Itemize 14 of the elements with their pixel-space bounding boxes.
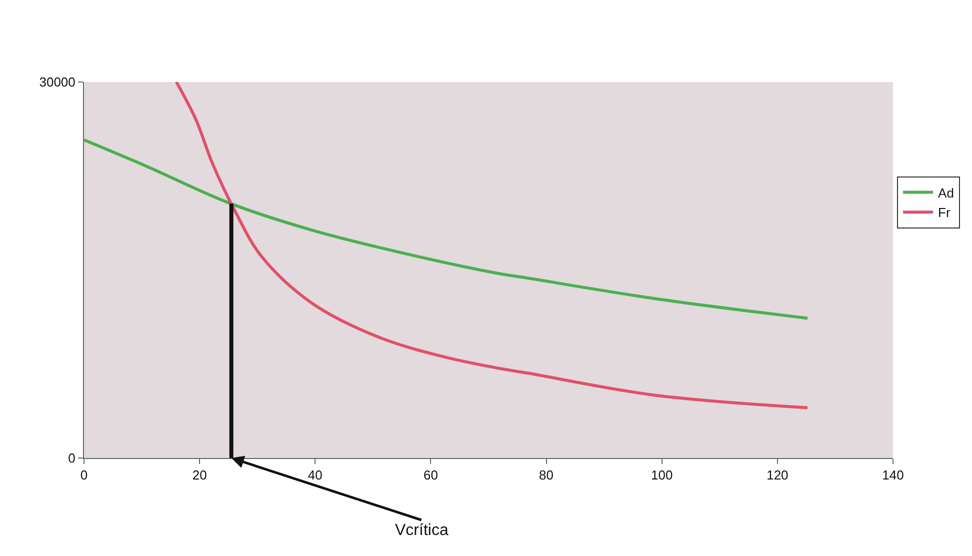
x-tick-label: 140 bbox=[882, 468, 904, 483]
annotation: Vcrítica bbox=[395, 522, 448, 539]
x-tick-label: 120 bbox=[766, 468, 788, 483]
x-tick-label: 0 bbox=[80, 468, 88, 483]
x-tick-label: 100 bbox=[651, 468, 673, 483]
y-tick-label: 30000 bbox=[39, 74, 76, 90]
x-tick-label: 80 bbox=[539, 468, 554, 483]
line-series bbox=[84, 138, 809, 320]
x-tick-label: 40 bbox=[308, 468, 322, 483]
legend-label: Ad bbox=[938, 185, 954, 200]
x-tick-label: 60 bbox=[423, 468, 438, 483]
x-tick-label: 20 bbox=[192, 468, 207, 483]
line-series bbox=[174, 82, 809, 410]
legend-label: Fr bbox=[938, 205, 951, 220]
